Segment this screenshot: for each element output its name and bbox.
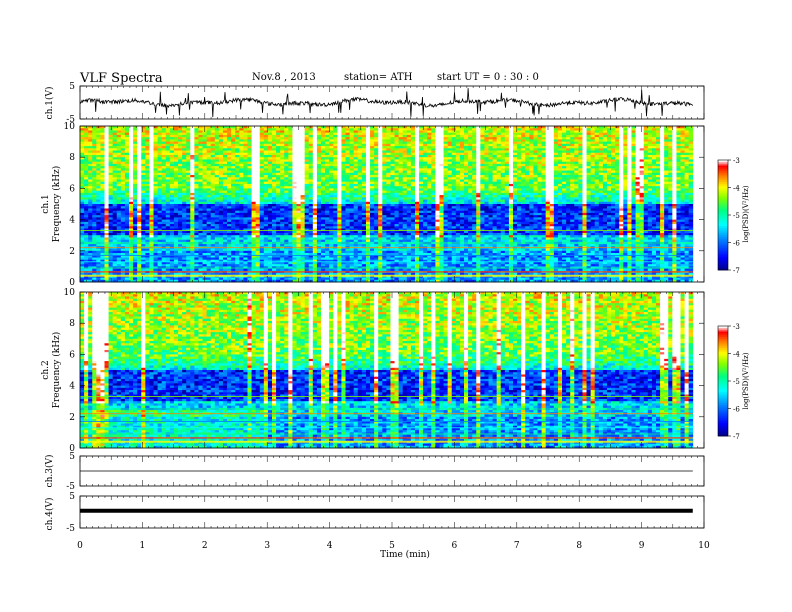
xtick-label: 8 xyxy=(576,541,582,551)
colorbar-ch1: -3 -4 -5 -6 -7 xyxy=(718,157,740,275)
ytick-label-1: 2 xyxy=(69,247,75,257)
cbar2-label: log(PSD)(V²/Hz) xyxy=(742,352,750,409)
xtick-label: 0 xyxy=(77,541,83,551)
ytick-label-1: 6 xyxy=(69,184,75,194)
colorbar-layer: -3 -4 -5 -6 -7 -3 -4 -5 -6 -7 xyxy=(718,157,740,441)
xtick-label: 6 xyxy=(452,541,458,551)
spectrogram-ch1 xyxy=(80,126,693,282)
ytick-label-4: 5 xyxy=(69,492,75,502)
xtick-label: 4 xyxy=(327,541,333,551)
spec1-ylabel: ch.1 xyxy=(41,194,51,213)
colorbar-tick: -3 xyxy=(733,157,740,165)
ytick-label-1: 4 xyxy=(69,216,75,226)
colorbar-ch2: -3 -4 -5 -6 -7 xyxy=(718,323,740,441)
ytick-label-1: 10 xyxy=(64,122,76,132)
ytick-label-0: 5 xyxy=(69,82,75,92)
ytick-label-3: -5 xyxy=(66,482,75,492)
ch4-ylabel: ch.4(V) xyxy=(44,498,55,531)
colorbar-tick: -5 xyxy=(733,378,740,386)
cbar1-label: log(PSD)(V²/Hz) xyxy=(742,185,750,242)
ch3-ylabel: ch.3(V) xyxy=(44,455,55,488)
ytick-label-3: 5 xyxy=(69,452,75,462)
x-axis-label: Time (min) xyxy=(380,549,430,560)
colorbar-tick: -6 xyxy=(733,406,740,414)
colorbar-tick: -3 xyxy=(733,323,740,331)
ytick-label-4: -5 xyxy=(66,524,75,534)
colorbar-tick: -6 xyxy=(733,240,740,248)
ytick-label-2: 2 xyxy=(69,413,75,423)
spec2-ylabel2: Frequency (kHz) xyxy=(51,332,62,409)
xtick-label: 9 xyxy=(639,541,645,551)
ch1-waveform xyxy=(80,88,693,117)
spec1-ylabel2: Frequency (kHz) xyxy=(51,166,62,243)
spectrogram-layer xyxy=(80,126,693,448)
ytick-label-2: 6 xyxy=(69,350,75,360)
ytick-label-2: 4 xyxy=(69,382,75,392)
xtick-label: 3 xyxy=(264,541,270,551)
colorbar-tick: -5 xyxy=(733,212,740,220)
spec2-ylabel: ch.2 xyxy=(41,360,51,379)
ch1-ylabel: ch.1(V) xyxy=(44,87,55,120)
ytick-label-1: 8 xyxy=(69,153,75,163)
xtick-label: 2 xyxy=(202,541,208,551)
colorbar-tick: -4 xyxy=(733,351,740,359)
xtick-label: 1 xyxy=(140,541,146,551)
xtick-label: 7 xyxy=(514,541,520,551)
xtick-label: 10 xyxy=(698,541,710,551)
colorbar-tick: -7 xyxy=(733,267,740,275)
ytick-label-2: 10 xyxy=(64,288,76,298)
spectrogram-ch2 xyxy=(80,292,693,448)
colorbar-tick: -7 xyxy=(733,433,740,441)
colorbar-tick: -4 xyxy=(733,185,740,193)
ytick-label-2: 8 xyxy=(69,319,75,329)
ytick-label-1: 0 xyxy=(69,278,75,288)
